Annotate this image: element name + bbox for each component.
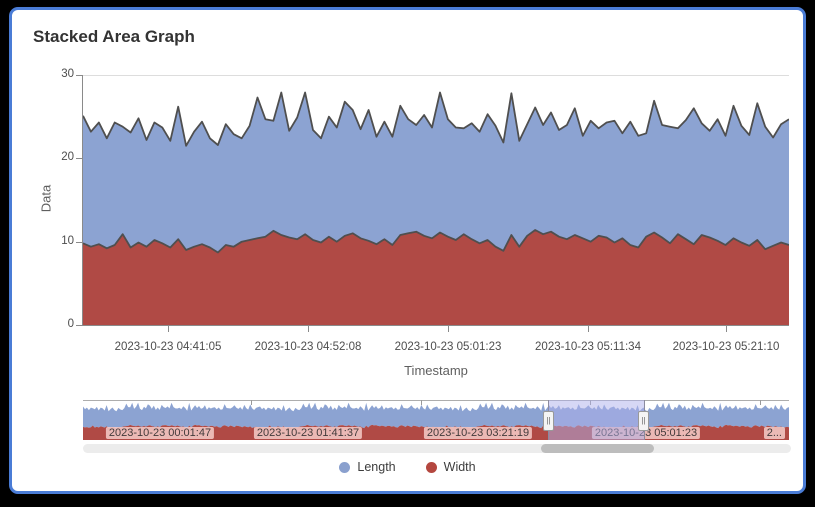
navigator-tickmark [251,400,252,405]
range-navigator[interactable]: 2023-10-23 00:01:47 2023-10-23 01:41:37 20… [83,400,789,440]
y-axis-tickmark [76,158,82,160]
legend-marker-icon [339,461,351,473]
x-axis-tickmark [308,326,309,332]
navigator-left-handle[interactable]: || [543,411,554,431]
x-axis-tickmark [588,326,589,332]
chart-title: Stacked Area Graph [33,27,195,46]
navigator-scrollbar-thumb[interactable] [541,444,654,453]
y-axis-tickmark [76,241,82,243]
navigator-tickmark [760,400,761,405]
legend: Length Width [12,460,803,474]
y-axis-tick-label: 0 [67,318,74,330]
navigator-timestamp-label: 2023-10-23 00:01:47 [105,427,215,439]
chart-window: Stacked Area Graph Data Timestamp 0 10 20 3… [9,7,806,494]
y-axis-tickmark [76,75,82,76]
x-axis-tick-label: 2023-10-23 05:11:34 [535,341,641,353]
x-axis-tick-label: 2023-10-23 04:41:05 [114,341,222,353]
y-axis-tickmark [76,325,82,326]
stacked-area-canvas [83,91,789,325]
x-axis-tick-label: 2023-10-23 05:21:10 [672,341,780,353]
main-plot-area[interactable] [83,75,789,325]
navigator-selection-mask[interactable] [548,400,645,440]
x-axis-tick-label: 2023-10-23 05:01:23 [394,341,502,353]
navigator-right-handle[interactable]: || [638,411,649,431]
navigator-tickmark [421,400,422,405]
y-axis-title: Data [38,184,54,213]
x-axis-line [82,325,789,326]
legend-label: Length [357,460,396,474]
navigator-scrollbar-track[interactable] [83,444,791,453]
x-axis-tickmark [168,326,169,332]
navigator-timestamp-label: 2023-10-23 03:21:19 [423,427,533,439]
legend-item-width[interactable]: Width [425,460,476,474]
y-axis-tick-label: 30 [61,68,74,80]
y-axis-line [82,75,83,326]
navigator-axis-line [83,400,789,401]
x-axis-tickmark [726,326,727,332]
x-axis-tickmark [448,326,449,332]
y-axis-tick-label: 20 [61,151,74,164]
gridline-30 [83,75,789,76]
y-axis-tick-label: 10 [61,234,74,247]
navigator-timestamp-label: 2023-10-23 01:41:37 [253,427,363,439]
legend-marker-icon [425,461,437,473]
navigator-timestamp-label: 2... [763,427,785,439]
legend-item-length[interactable]: Length [339,460,396,474]
x-axis-tick-label: 2023-10-23 04:52:08 [254,341,362,353]
legend-label: Width [443,460,476,474]
x-axis-title: Timestamp [404,363,468,378]
